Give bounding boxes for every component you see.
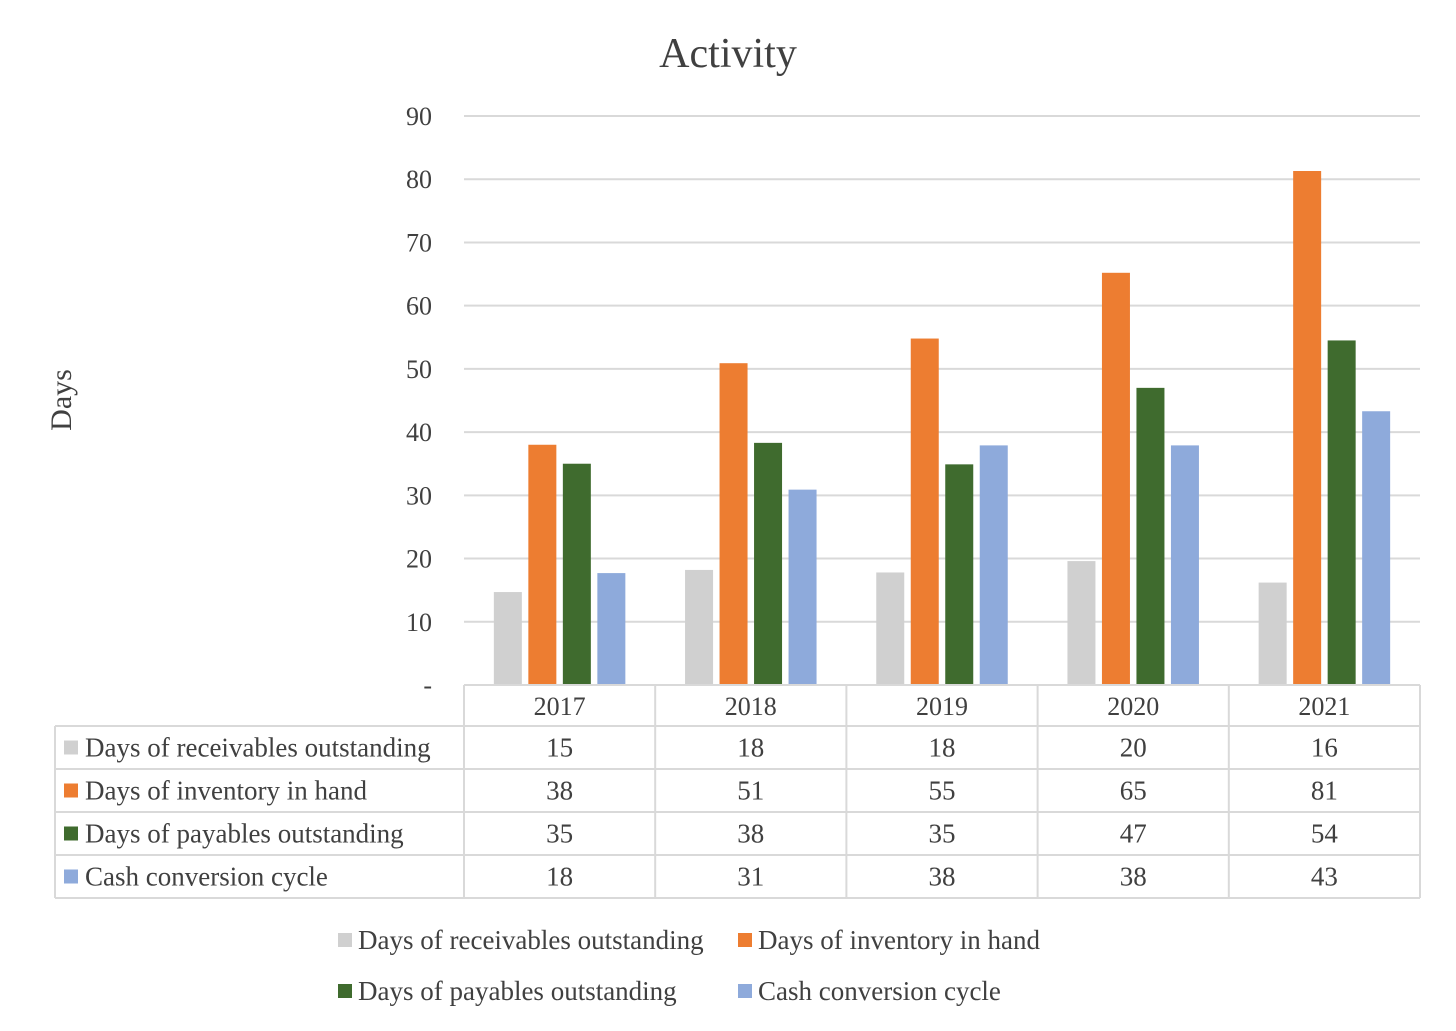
table-value: 54 [1311,819,1339,849]
y-tick-label: 30 [406,481,432,510]
legend: Days of receivables outstanding Days of i… [338,925,1040,1006]
bars [493,171,1391,686]
bar [910,338,939,685]
legend-swatch [338,984,352,998]
legend-swatch [338,933,352,947]
legend-label: Cash conversion cycle [758,976,1001,1006]
bar [685,569,714,685]
bar [597,573,626,685]
y-tick-label: 50 [406,355,432,384]
table-value: 18 [929,733,956,763]
bar [1170,445,1199,685]
table-series-swatch [64,783,78,798]
table-value: 31 [737,862,764,892]
category-label: 2020 [1107,692,1159,721]
table-value: 35 [929,819,956,849]
y-tick-label: 70 [406,228,432,257]
y-tick-label: 90 [406,102,432,131]
legend-swatch [738,984,752,998]
category-label: 2021 [1298,692,1350,721]
bar [945,464,974,685]
legend-item: Days of payables outstanding [338,976,677,1006]
legend-label: Days of inventory in hand [758,925,1040,955]
table-value: 65 [1120,776,1147,806]
bar [1327,340,1356,685]
bar [788,489,817,685]
bar [719,363,748,685]
bar [754,442,783,685]
table-value: 38 [929,862,956,892]
gridlines [464,115,1420,623]
table-value: 35 [546,819,573,849]
table-value: 43 [1311,862,1338,892]
bar [1293,171,1322,686]
legend-item: Days of inventory in hand [738,925,1040,955]
bar [876,572,905,685]
bar [1258,582,1287,685]
table-value: 38 [737,819,764,849]
category-label: 2018 [725,692,777,721]
bar [528,444,557,685]
table-series-swatch [64,826,78,841]
table-series-swatch [64,869,78,884]
chart-title: Activity [659,31,797,77]
legend-label: Days of receivables outstanding [358,925,704,955]
category-label: 2019 [916,692,968,721]
category-label: 2017 [534,692,586,721]
y-tick-label: - [423,671,432,700]
table-value: 38 [546,776,573,806]
y-tick-label: 80 [406,165,432,194]
table-value: 51 [737,776,764,806]
bar [1362,411,1391,685]
legend-item: Days of receivables outstanding [338,925,704,955]
bar [1136,387,1165,685]
table-value: 20 [1120,733,1147,763]
table-value: 18 [737,733,764,763]
legend-item: Cash conversion cycle [738,976,1001,1006]
table-series-label: Days of receivables outstanding [85,733,431,763]
y-axis-label: Days [45,369,78,431]
table-value: 18 [546,862,573,892]
bar [493,592,522,685]
table-value: 47 [1120,819,1147,849]
legend-label: Days of payables outstanding [358,976,677,1006]
y-tick-label: 20 [406,545,432,574]
y-tick-label: 40 [406,418,432,447]
table-series-label: Cash conversion cycle [85,862,328,892]
bar [1101,272,1130,685]
bar [562,463,591,685]
y-tick-label: 10 [406,608,432,637]
table-series-swatch [64,740,78,755]
legend-swatch [738,933,752,947]
table-series-label: Days of payables outstanding [85,819,404,849]
table-value: 55 [929,776,956,806]
bar [1067,561,1096,685]
table-value: 16 [1311,733,1338,763]
table-value: 38 [1120,862,1147,892]
bar [979,445,1008,685]
table-value: 15 [546,733,573,763]
table-series-label: Days of inventory in hand [85,776,367,806]
y-tick-label: 60 [406,292,432,321]
y-axis-ticks: - 10 20 30 40 50 60 70 80 90 [406,102,432,700]
table-value: 81 [1311,776,1338,806]
